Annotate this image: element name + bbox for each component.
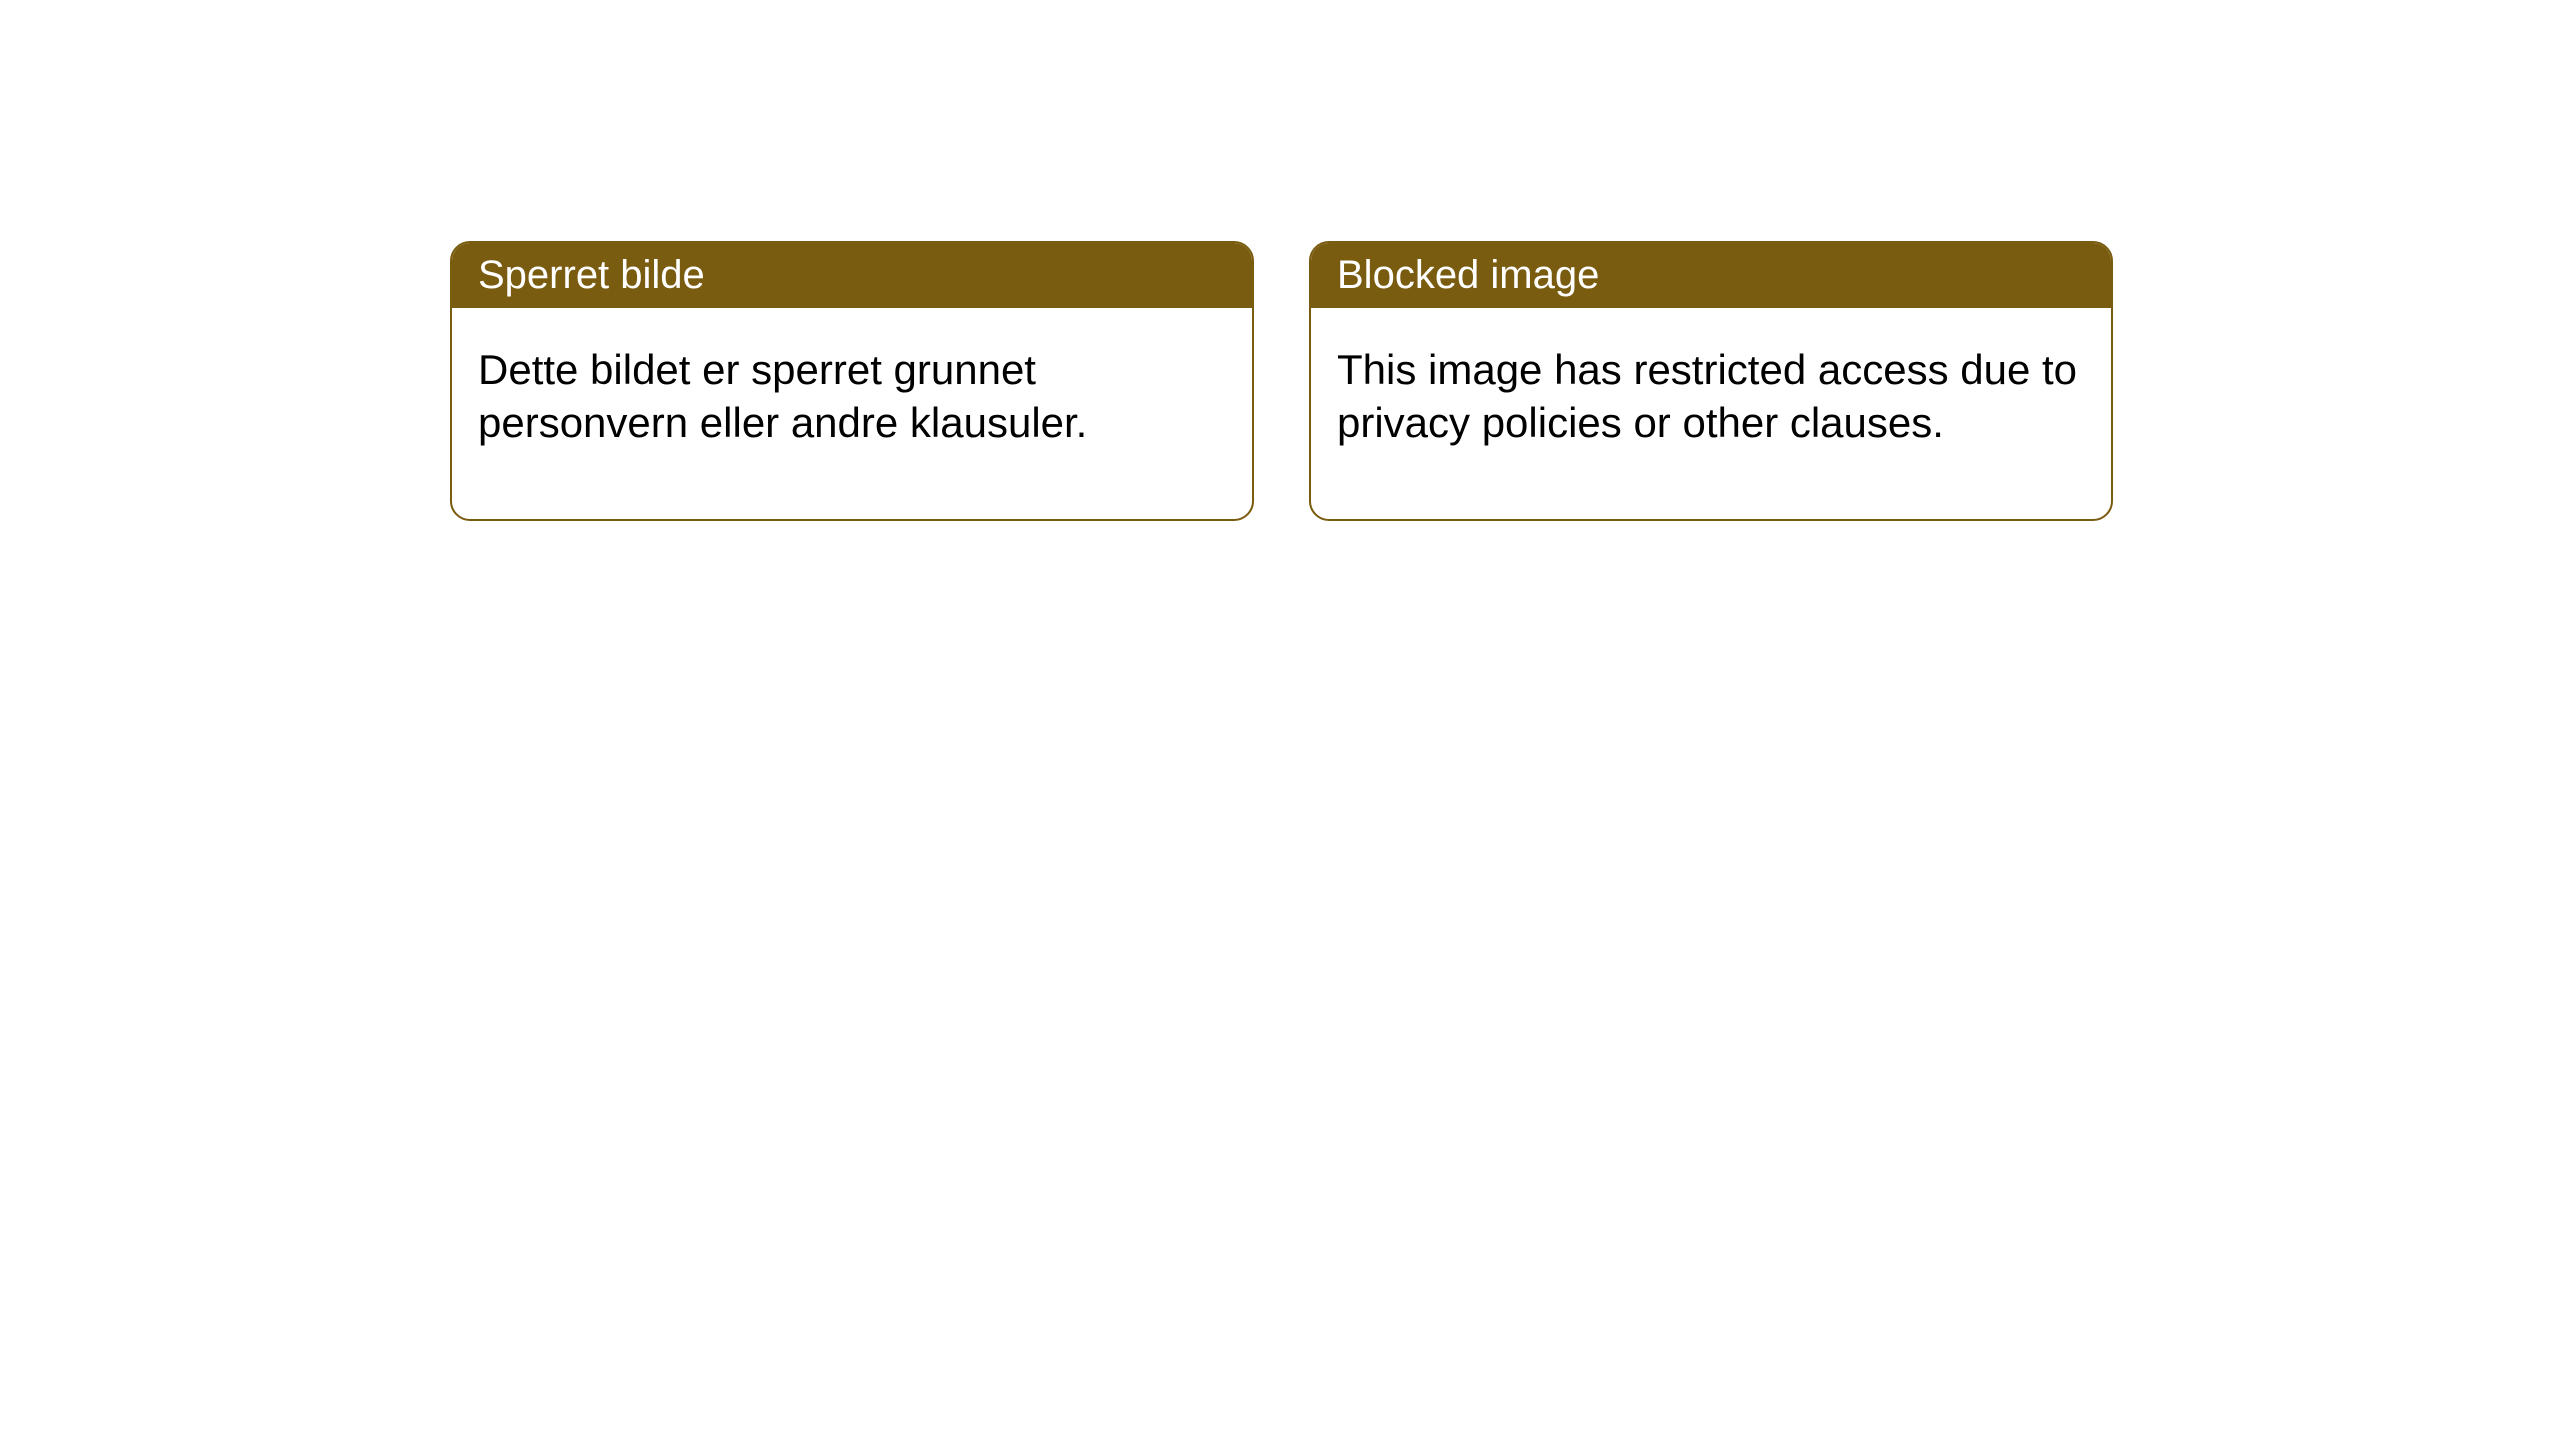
notice-container: Sperret bilde Dette bildet er sperret gr… — [450, 241, 2113, 521]
card-body: This image has restricted access due to … — [1311, 308, 2111, 519]
card-header: Sperret bilde — [452, 243, 1252, 308]
notice-card-english: Blocked image This image has restricted … — [1309, 241, 2113, 521]
card-body: Dette bildet er sperret grunnet personve… — [452, 308, 1252, 519]
notice-card-norwegian: Sperret bilde Dette bildet er sperret gr… — [450, 241, 1254, 521]
card-header: Blocked image — [1311, 243, 2111, 308]
